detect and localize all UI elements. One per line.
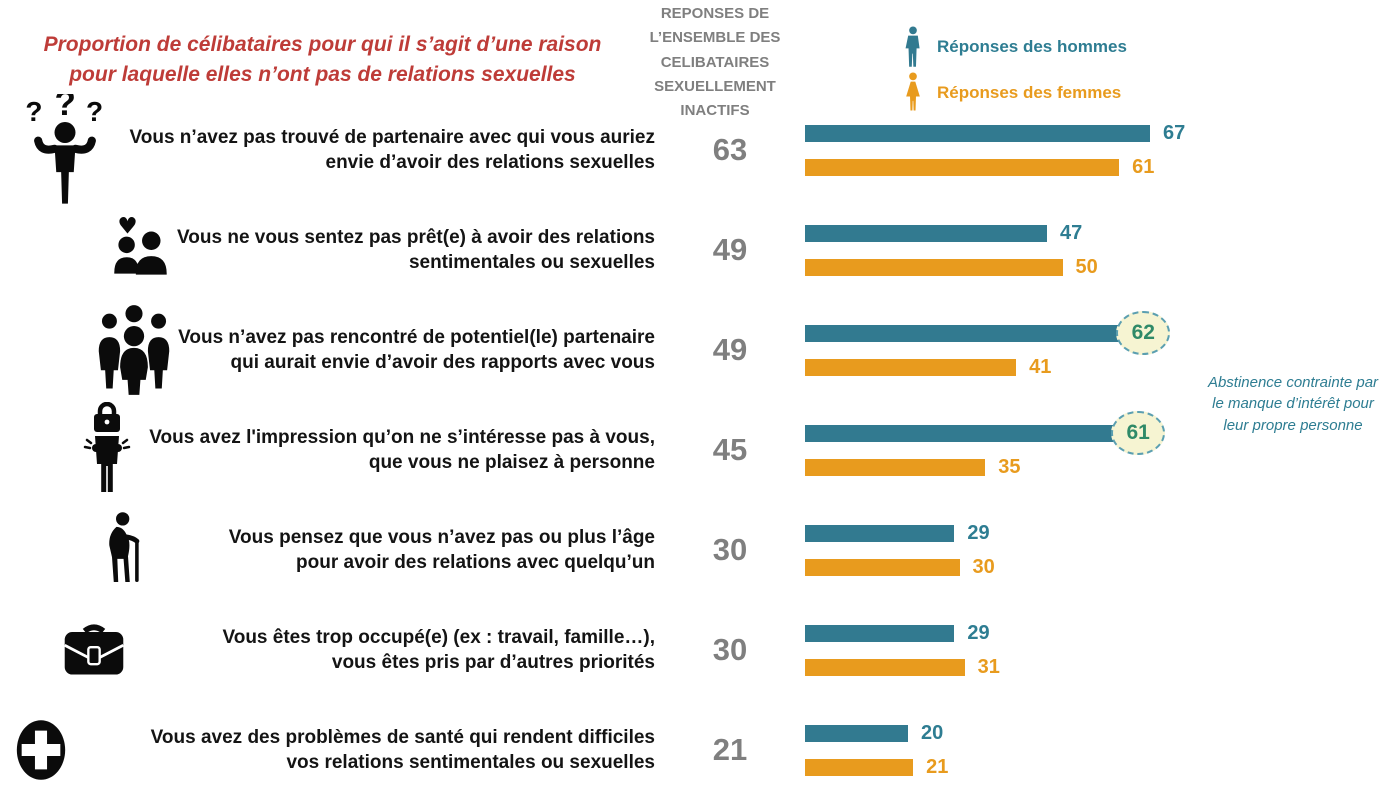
- reason-label: Vous n’avez pas rencontré de potentiel(l…: [178, 326, 655, 373]
- women-bar-line: 61: [805, 155, 1185, 178]
- bars-cell: 67 61: [805, 100, 1185, 200]
- bars-cell: 47 50: [805, 200, 1098, 300]
- men-value-badge: 61: [1111, 411, 1166, 455]
- reason-row: Vous avez des problèmes de santé qui ren…: [0, 700, 1396, 800]
- women-bar: [805, 358, 1017, 376]
- men-bar-line: 20: [805, 721, 948, 744]
- men-bar: [805, 724, 908, 742]
- women-bar: [805, 258, 1063, 276]
- reason-label: Vous êtes trop occupé(e) (ex : travail, …: [222, 626, 655, 673]
- men-bar: [805, 124, 1151, 142]
- legend-label-men: Réponses des hommes: [937, 37, 1127, 56]
- chart-rows: Vous n’avez pas trouvé de partenaire ave…: [0, 100, 1396, 800]
- reason-label-cell: Vous avez des problèmes de santé qui ren…: [0, 700, 655, 800]
- women-bar: [805, 758, 914, 776]
- total-value: 21: [712, 732, 748, 767]
- men-bar-line: 29: [805, 521, 995, 544]
- total-value: 49: [712, 332, 748, 367]
- overall-column-header: REPONSES DE L’ENSEMBLE DES CELIBATAIRES SEX…: [649, 5, 781, 120]
- men-bar: [805, 424, 1120, 442]
- men-bar: [805, 324, 1125, 342]
- total-value: 30: [712, 532, 748, 567]
- reason-row: Vous êtes trop occupé(e) (ex : travail, …: [0, 600, 1396, 700]
- reason-label: Vous avez l'impression qu’on ne s’intére…: [149, 426, 655, 473]
- women-bar-line: 31: [805, 655, 1000, 678]
- men-value: 29: [967, 521, 990, 544]
- women-value: 50: [1075, 255, 1098, 278]
- men-value-badge: 62: [1116, 311, 1171, 355]
- women-bar-line: 30: [805, 555, 995, 578]
- women-bar: [805, 558, 960, 576]
- women-value: 61: [1132, 155, 1155, 178]
- bars-cell: 29 31: [805, 600, 1000, 700]
- women-bar-line: 41: [805, 355, 1170, 378]
- men-value: 67: [1163, 121, 1186, 144]
- bars-cell: 61 35: [805, 400, 1166, 500]
- reason-label: Vous ne vous sentez pas prêt(e) à avoir …: [177, 226, 655, 273]
- women-value: 30: [972, 555, 995, 578]
- reason-row: Vous pensez que vous n’avez pas ou plus …: [0, 500, 1396, 600]
- women-bar-line: 35: [805, 455, 1165, 478]
- reason-label-cell: Vous n’avez pas rencontré de potentiel(l…: [0, 300, 655, 400]
- women-bar-line: 50: [805, 255, 1098, 278]
- total-value: 49: [712, 232, 748, 267]
- women-value: 31: [977, 655, 1000, 678]
- men-bar-line: 67: [805, 121, 1186, 144]
- reason-label-cell: Vous n’avez pas trouvé de partenaire ave…: [0, 100, 655, 200]
- men-bar-line: 61: [805, 411, 1166, 455]
- men-value: 20: [921, 721, 944, 744]
- women-bar: [805, 658, 965, 676]
- reason-label: Vous pensez que vous n’avez pas ou plus …: [228, 526, 655, 573]
- reason-row: Vous avez l'impression qu’on ne s’intére…: [0, 400, 1396, 500]
- bars-cell: 29 30: [805, 500, 995, 600]
- reason-label-cell: Vous ne vous sentez pas prêt(e) à avoir …: [0, 200, 655, 300]
- men-bar-line: 29: [805, 621, 1000, 644]
- bars-cell: 20 21: [805, 700, 948, 800]
- reason-label: Vous avez des problèmes de santé qui ren…: [150, 726, 655, 773]
- women-bar: [805, 458, 986, 476]
- women-bar-line: 21: [805, 755, 949, 778]
- women-bar: [805, 158, 1120, 176]
- male-icon: [902, 26, 924, 68]
- reason-label-cell: Vous pensez que vous n’avez pas ou plus …: [0, 500, 655, 600]
- men-value: 29: [967, 621, 990, 644]
- reason-row: Vous n’avez pas trouvé de partenaire ave…: [0, 100, 1396, 200]
- total-value: 45: [712, 432, 748, 467]
- men-bar: [805, 624, 955, 642]
- men-value: 47: [1060, 221, 1083, 244]
- women-value: 41: [1029, 355, 1052, 378]
- page-title: Proportion de célibataires pour qui il s…: [43, 33, 602, 87]
- legend-label-women: Réponses des femmes: [937, 83, 1122, 102]
- reason-label-cell: Vous êtes trop occupé(e) (ex : travail, …: [0, 600, 655, 700]
- reason-row: Vous n’avez pas rencontré de potentiel(l…: [0, 300, 1396, 400]
- bars-cell: 62 41: [805, 300, 1171, 400]
- total-value: 30: [712, 632, 748, 667]
- men-bar-line: 62: [805, 311, 1171, 355]
- legend-item-men: Réponses des hommes: [902, 24, 1127, 70]
- women-value: 35: [998, 455, 1021, 478]
- reason-label-cell: Vous avez l'impression qu’on ne s’intére…: [0, 400, 655, 500]
- reason-label: Vous n’avez pas trouvé de partenaire ave…: [129, 126, 655, 173]
- legend: Réponses des hommes Réponses des femmes: [902, 24, 1127, 116]
- men-bar: [805, 224, 1048, 242]
- reason-row: Vous ne vous sentez pas prêt(e) à avoir …: [0, 200, 1396, 300]
- men-bar: [805, 524, 955, 542]
- men-bar-line: 47: [805, 221, 1098, 244]
- annotation-abstinence: Abstinence contrainte par le manque d’int…: [1207, 374, 1379, 434]
- legend-item-women: Réponses des femmes: [902, 70, 1127, 116]
- women-value: 21: [926, 755, 949, 778]
- total-value: 63: [712, 132, 748, 167]
